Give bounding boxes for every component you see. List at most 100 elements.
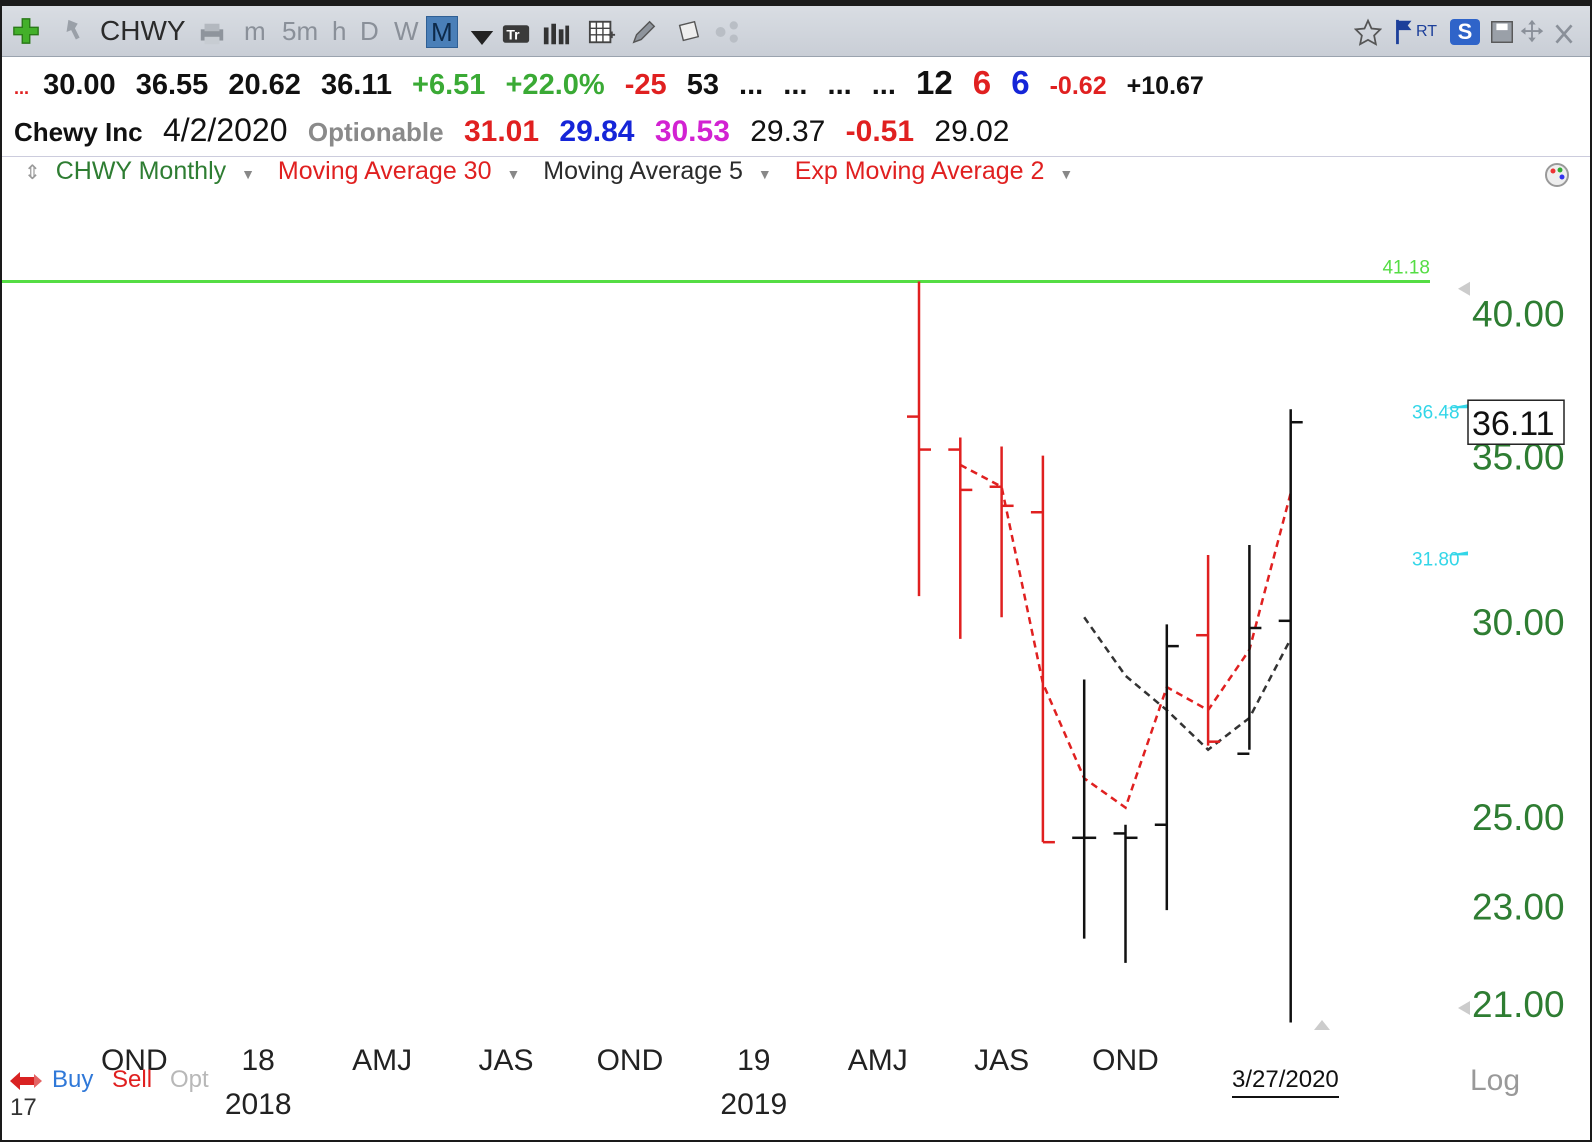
chevron-down-icon[interactable]: ▼	[506, 166, 521, 182]
timeframe-month[interactable]: M	[426, 16, 458, 48]
x-tick-label: OND	[597, 1044, 664, 1077]
close-icon[interactable]	[1550, 20, 1578, 48]
y-tick-label: 23.00	[1472, 886, 1565, 927]
chevron-down-icon[interactable]	[468, 24, 496, 52]
x-tick-label: JAS	[478, 1044, 533, 1077]
scroll-marker	[1458, 281, 1470, 296]
toolbar: CHWY m 5m h D W M Tr	[2, 6, 1590, 57]
pin-icon[interactable]	[60, 18, 88, 46]
price-marker	[1446, 551, 1468, 556]
x-tick-label: AMJ	[848, 1044, 908, 1077]
y-tick-label: 40.00	[1472, 294, 1565, 335]
sell-button[interactable]: Sell	[112, 1066, 153, 1093]
quote-close: 36.11	[321, 69, 392, 101]
scroll-marker	[1458, 1001, 1470, 1016]
x-tick-label: AMJ	[352, 1044, 412, 1077]
x-year-label: 2018	[225, 1088, 292, 1121]
quote-delta-1: -0.62	[1049, 72, 1107, 100]
chevron-down-icon[interactable]: ▼	[1059, 166, 1074, 182]
opt-button[interactable]: Opt	[170, 1066, 209, 1093]
optionable-badge: Optionable	[307, 117, 444, 147]
star-icon[interactable]	[1354, 18, 1382, 46]
scroll-marker	[1314, 1020, 1330, 1030]
quote-value-1: -25	[624, 69, 667, 101]
price-marker-label: 31.80	[1412, 549, 1460, 570]
print-icon[interactable]	[198, 20, 226, 48]
buy-button[interactable]: Buy	[52, 1066, 94, 1093]
last-price-label: 36.11	[1472, 405, 1555, 443]
pencil-icon[interactable]	[630, 18, 658, 46]
x-year-label: 2019	[720, 1088, 787, 1121]
timeframe-day[interactable]: D	[360, 16, 379, 46]
quote-value-2: 53	[686, 69, 719, 101]
legend-ma30[interactable]: Moving Average 30	[277, 157, 492, 185]
quote-row: ... 30.00 36.55 20.62 36.11 +6.51 +22.0%…	[14, 64, 1216, 102]
quote-count-1: 12	[915, 64, 953, 101]
quote-open: 30.00	[43, 69, 116, 101]
add-icon[interactable]	[12, 17, 40, 45]
price-chart[interactable]: 41.1840.0035.0030.0025.0023.0021.0036.48…	[2, 6, 1590, 1140]
quote-prefix: ...	[14, 78, 30, 98]
quote-high: 36.55	[135, 69, 209, 101]
log-scale-toggle[interactable]: Log	[1470, 1064, 1521, 1097]
text-tool-icon[interactable]: Tr	[502, 20, 530, 48]
info-price-2: 29.84	[559, 115, 635, 148]
quote-dots-4: ...	[871, 69, 896, 101]
chevron-down-icon[interactable]: ▼	[757, 166, 772, 182]
axis-left-stub: 17	[10, 1094, 37, 1121]
x-tick-label: 18	[242, 1044, 275, 1077]
flag-icon[interactable]	[1390, 18, 1418, 46]
chevron-down-icon[interactable]: ▼	[241, 166, 255, 182]
share-icon[interactable]	[714, 18, 742, 46]
info-price-1: 31.01	[463, 115, 540, 148]
ma5-line	[1083, 616, 1292, 752]
timeframe-5minute[interactable]: 5m	[282, 16, 319, 46]
reference-line-label: 41.18	[1382, 257, 1430, 278]
order-arrow-icon[interactable]	[8, 1068, 48, 1098]
legend-ema2[interactable]: Exp Moving Average 2	[794, 157, 1045, 185]
s-button[interactable]: S	[1450, 19, 1480, 45]
quote-change: +6.51	[412, 69, 486, 101]
symbol-field[interactable]: CHWY	[100, 15, 186, 46]
timeframe-minute[interactable]: m	[244, 16, 266, 46]
info-row: Chewy Inc 4/2/2020 Optionable 31.01 29.8…	[14, 112, 1021, 149]
quote-date: 4/2/2020	[162, 112, 288, 148]
bar-chart-icon[interactable]	[542, 20, 570, 48]
quote-count-2: 6	[972, 64, 992, 101]
legend-main-series[interactable]: CHWY Monthly	[55, 157, 227, 185]
timeframe-week[interactable]: W	[394, 16, 419, 46]
price-marker-label: 36.48	[1412, 402, 1460, 423]
price-marker	[1446, 404, 1468, 409]
y-tick-label: 21.00	[1472, 984, 1565, 1025]
save-icon[interactable]	[1488, 18, 1516, 46]
x-tick-label: OND	[101, 1044, 168, 1077]
realtime-label[interactable]: RT	[1416, 23, 1438, 40]
quote-change-pct: +22.0%	[505, 69, 605, 101]
pages-icon[interactable]	[674, 18, 702, 46]
reorder-icon[interactable]: ⇕	[24, 162, 41, 184]
y-tick-label: 30.00	[1472, 602, 1565, 643]
quote-low: 20.62	[228, 69, 301, 101]
quote-dots-2: ...	[783, 69, 808, 101]
x-tick-label: OND	[1092, 1044, 1159, 1077]
svg-text:Tr: Tr	[506, 26, 520, 42]
indicator-legend: ⇕ CHWY Monthly ▼ Moving Average 30 ▼ Mov…	[2, 156, 1590, 195]
grid-table-icon[interactable]	[588, 18, 616, 46]
company-name: Chewy Inc	[14, 117, 143, 147]
y-tick-label: 25.00	[1472, 797, 1565, 838]
ma30-line	[959, 463, 1292, 810]
last-price-box	[1467, 399, 1565, 445]
timeframe-hour[interactable]: h	[332, 16, 347, 46]
info-price-6: 29.02	[934, 115, 1010, 148]
x-tick-label: JAS	[974, 1044, 1029, 1077]
legend-ma5[interactable]: Moving Average 5	[543, 157, 743, 185]
quote-dots-3: ...	[827, 69, 852, 101]
last-bar-date: 3/27/2020	[1232, 1066, 1339, 1098]
palette-icon[interactable]	[1542, 160, 1572, 190]
x-tick-label: 19	[737, 1044, 770, 1077]
info-price-4: 29.37	[750, 115, 826, 148]
quote-delta-2: +10.67	[1126, 72, 1204, 100]
move-icon[interactable]	[1518, 18, 1546, 46]
info-price-5: -0.51	[845, 115, 915, 148]
info-price-3: 30.53	[654, 115, 730, 148]
